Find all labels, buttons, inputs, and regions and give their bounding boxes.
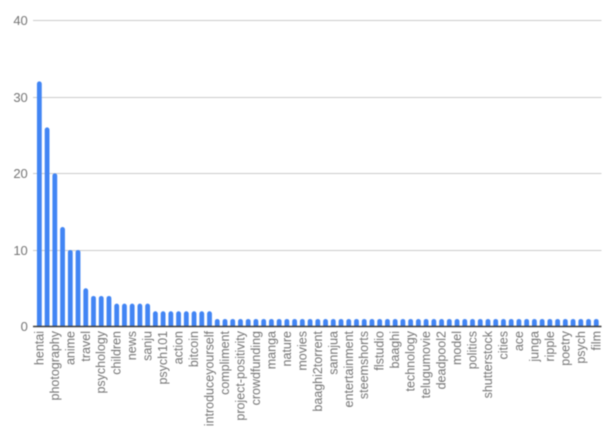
svg-text:travel: travel	[79, 331, 93, 362]
svg-text:0: 0	[21, 319, 28, 334]
svg-text:cities: cities	[496, 331, 510, 359]
svg-text:news: news	[125, 331, 139, 360]
svg-text:nature: nature	[280, 331, 294, 366]
svg-text:ripple: ripple	[543, 331, 557, 362]
svg-text:entertainment: entertainment	[342, 330, 356, 407]
svg-text:30: 30	[13, 90, 27, 105]
svg-text:children: children	[110, 331, 124, 375]
svg-text:psychology: psychology	[94, 330, 108, 393]
svg-text:deadpool2: deadpool2	[435, 331, 449, 389]
svg-text:psych: psych	[574, 331, 588, 364]
svg-text:flstudio: flstudio	[373, 331, 387, 371]
svg-text:anime: anime	[63, 331, 77, 365]
svg-text:baaghi: baaghi	[388, 331, 402, 369]
svg-text:telugumovie: telugumovie	[419, 331, 433, 398]
svg-text:action: action	[172, 331, 186, 364]
svg-text:steemshorts: steemshorts	[357, 331, 371, 399]
svg-text:40: 40	[13, 13, 27, 28]
svg-text:baaghi2torrent: baaghi2torrent	[311, 330, 325, 411]
svg-text:photography: photography	[48, 330, 62, 400]
svg-text:psych101: psych101	[156, 331, 170, 385]
svg-text:politics: politics	[466, 331, 480, 369]
svg-text:20: 20	[13, 166, 27, 181]
svg-text:manga: manga	[264, 331, 278, 369]
svg-text:compliment: compliment	[218, 330, 232, 394]
svg-text:movies: movies	[295, 331, 309, 371]
svg-text:bitcoin: bitcoin	[187, 331, 201, 367]
svg-text:10: 10	[13, 243, 27, 258]
svg-text:introduceyourself: introduceyourself	[203, 330, 217, 426]
svg-text:shutterstock: shutterstock	[481, 330, 495, 398]
svg-text:sanju: sanju	[141, 331, 155, 361]
svg-text:model: model	[450, 331, 464, 365]
svg-text:hentai: hentai	[32, 331, 46, 365]
svg-text:crowdfunding: crowdfunding	[249, 331, 263, 405]
svg-text:ace: ace	[512, 331, 526, 351]
svg-text:technology: technology	[404, 330, 418, 391]
svg-text:poetry: poetry	[558, 330, 572, 365]
svg-text:sannjua: sannjua	[326, 331, 340, 375]
svg-text:film: film	[589, 331, 603, 350]
svg-text:project-positivity: project-positivity	[233, 330, 247, 420]
svg-text:junga: junga	[527, 331, 541, 363]
